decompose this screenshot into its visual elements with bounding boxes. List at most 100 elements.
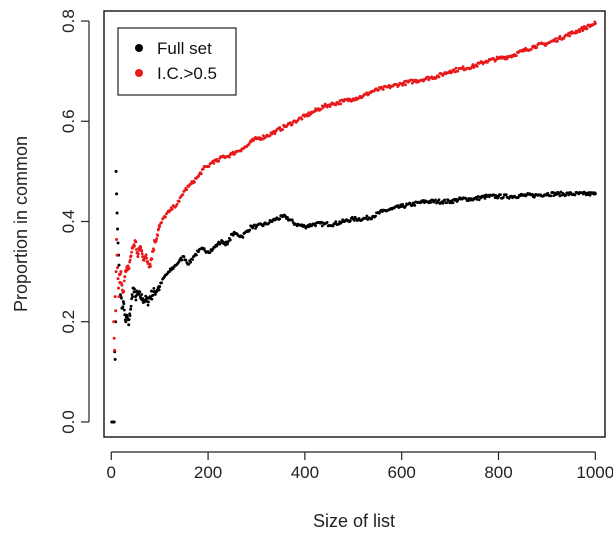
data-point	[217, 159, 221, 163]
data-point	[160, 281, 164, 285]
data-point	[325, 221, 329, 224]
data-point	[154, 239, 158, 243]
data-point	[434, 198, 437, 202]
data-point	[130, 250, 133, 254]
data-point	[112, 320, 116, 324]
data-point	[196, 174, 200, 178]
data-point	[273, 132, 277, 136]
data-point	[578, 30, 582, 34]
data-point	[352, 218, 356, 222]
x-tick-label: 400	[291, 463, 319, 482]
data-point	[122, 279, 126, 283]
data-point	[116, 241, 120, 245]
data-point	[177, 199, 181, 203]
data-point	[134, 240, 138, 244]
data-point	[148, 262, 152, 266]
data-point	[156, 234, 160, 237]
data-point	[187, 262, 191, 266]
legend: Full set I.C.>0.5	[117, 27, 237, 96]
data-point	[138, 290, 142, 294]
x-tick-label: 1000	[576, 463, 613, 482]
data-point	[116, 266, 120, 270]
data-point	[117, 295, 121, 299]
data-point	[153, 293, 157, 296]
data-point	[461, 65, 465, 69]
data-point	[261, 134, 265, 138]
data-point	[180, 258, 184, 262]
data-point	[515, 54, 518, 58]
y-axis: 0.0 0.2 0.4 0.6 0.8	[59, 9, 90, 434]
data-point	[516, 196, 520, 199]
data-point	[177, 260, 181, 264]
data-point	[585, 27, 589, 31]
data-point	[454, 66, 458, 70]
data-point	[113, 295, 117, 299]
data-point	[199, 172, 203, 176]
data-point	[167, 270, 171, 274]
y-axis-title: Proportion in common	[11, 136, 31, 312]
data-point	[116, 277, 120, 281]
data-point	[115, 253, 119, 257]
data-point	[128, 258, 132, 262]
data-point	[185, 188, 189, 192]
series-full-set	[110, 169, 597, 424]
data-point	[320, 224, 324, 228]
data-point	[228, 238, 232, 242]
data-point	[248, 228, 252, 232]
data-point	[122, 308, 126, 312]
x-tick-label: 200	[194, 463, 222, 482]
data-point	[208, 251, 212, 254]
data-point	[150, 297, 154, 301]
data-point	[494, 194, 498, 197]
data-point	[114, 309, 118, 313]
data-point	[290, 122, 294, 126]
data-point	[113, 357, 117, 361]
data-point	[158, 285, 162, 289]
data-point	[127, 323, 131, 327]
data-point	[140, 293, 144, 296]
data-point	[133, 244, 136, 248]
legend-marker-full-set	[135, 44, 143, 52]
data-point	[558, 34, 562, 38]
data-point	[413, 203, 417, 207]
data-point	[339, 102, 343, 106]
data-point	[429, 201, 433, 204]
data-point	[494, 58, 498, 62]
data-point	[437, 75, 441, 79]
legend-box	[117, 27, 237, 96]
data-point	[202, 247, 206, 250]
data-point	[160, 221, 164, 224]
data-point	[475, 65, 479, 68]
data-point	[241, 235, 245, 239]
data-point	[145, 256, 148, 260]
data-point	[334, 103, 338, 107]
data-point	[549, 194, 553, 198]
data-point	[588, 193, 592, 197]
data-point	[477, 198, 481, 202]
data-point	[114, 270, 118, 274]
data-point	[170, 207, 174, 211]
data-point	[225, 242, 229, 246]
data-point	[239, 149, 243, 153]
data-point	[195, 253, 198, 257]
data-point	[530, 47, 533, 51]
data-point	[126, 264, 130, 268]
data-point	[567, 193, 571, 197]
data-point	[314, 224, 317, 228]
x-axis: 0 200 400 600 800 1000	[107, 451, 613, 482]
data-point	[505, 57, 509, 61]
data-point	[112, 336, 116, 340]
data-point	[128, 314, 132, 318]
x-tick-label: 800	[484, 463, 512, 482]
data-point	[157, 227, 161, 231]
y-tick-label: 0.2	[59, 310, 78, 334]
data-point	[441, 201, 445, 205]
data-point	[397, 83, 401, 87]
data-point	[410, 81, 414, 85]
data-point	[140, 249, 144, 253]
data-point	[175, 202, 179, 206]
data-point	[151, 293, 155, 297]
data-point	[120, 283, 124, 287]
data-point	[268, 134, 272, 138]
